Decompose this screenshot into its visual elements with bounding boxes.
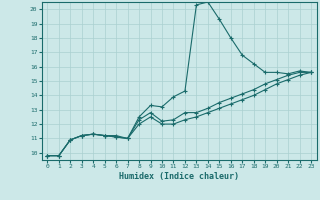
X-axis label: Humidex (Indice chaleur): Humidex (Indice chaleur)	[119, 172, 239, 181]
